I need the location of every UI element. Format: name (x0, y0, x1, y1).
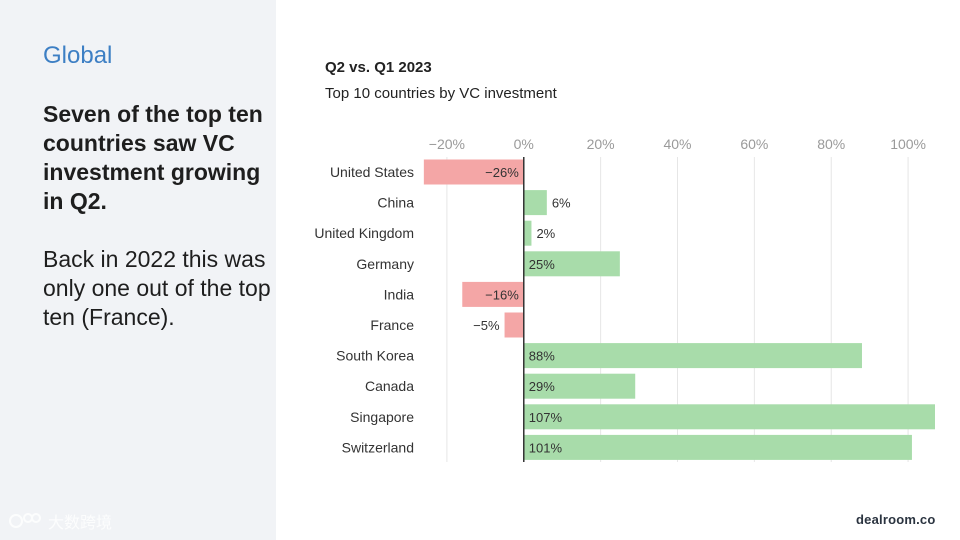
value-label: 6% (552, 196, 571, 211)
category-label: India (384, 286, 415, 302)
category-label: Switzerland (342, 439, 414, 455)
category-label: France (370, 317, 414, 333)
headline: Seven of the top ten countries saw VC in… (43, 101, 263, 214)
x-tick-label: 60% (740, 136, 768, 152)
category-label: Singapore (350, 409, 414, 425)
bar (523, 220, 532, 246)
value-label: −26% (485, 165, 519, 180)
value-label: 25% (529, 257, 555, 272)
value-label: −5% (473, 318, 500, 333)
value-label: 2% (536, 226, 555, 241)
category-label: Germany (356, 256, 414, 272)
bar (523, 190, 547, 216)
left-panel: Global Seven of the top ten countries sa… (0, 0, 276, 540)
value-label: 101% (529, 440, 563, 455)
bar (423, 159, 524, 185)
bar (523, 373, 636, 399)
chart-title: Top 10 countries by VC investment (325, 85, 557, 102)
value-label: 29% (529, 379, 555, 394)
value-label: 88% (529, 349, 555, 364)
section-label: Global (43, 42, 113, 69)
brand-logo: dealroom.co (856, 512, 936, 527)
bar (462, 281, 524, 307)
x-tick-label: 100% (890, 136, 926, 152)
category-label: South Korea (336, 348, 414, 364)
bar (523, 404, 935, 430)
x-tick-label: 0% (514, 136, 534, 152)
watermark-logo-icon (9, 513, 41, 528)
x-tick-label: 80% (817, 136, 845, 152)
category-label: United States (330, 164, 414, 180)
category-label: United Kingdom (314, 225, 414, 241)
chart-subtitle: Q2 vs. Q1 2023 (325, 59, 432, 76)
body-text: Back in 2022 this was only one out of th… (43, 246, 271, 330)
category-label: China (377, 195, 414, 211)
value-label: 107% (529, 410, 563, 425)
category-label: Canada (365, 378, 414, 394)
bar (523, 343, 862, 369)
x-tick-label: 20% (587, 136, 615, 152)
x-tick-label: 40% (663, 136, 691, 152)
bar (504, 312, 524, 338)
bar (523, 434, 912, 460)
watermark-text: 大数跨境 (48, 515, 113, 532)
bar (523, 251, 620, 277)
x-tick-label: −20% (429, 136, 465, 152)
value-label: −16% (485, 287, 519, 302)
watermark: 大数跨境 (8, 510, 112, 532)
